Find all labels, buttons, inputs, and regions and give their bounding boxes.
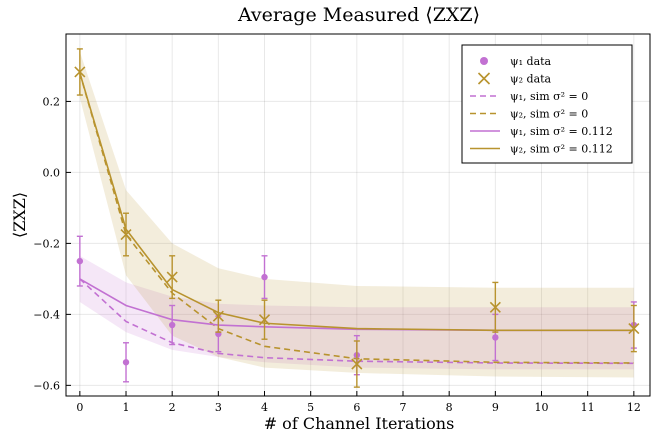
legend-label-3: ψ₂, sim σ² = 0 bbox=[510, 108, 588, 121]
sim-line-psi2-dashed bbox=[79, 72, 634, 364]
marker-x-psi2 bbox=[212, 310, 224, 322]
x-tick-label-0: 0 bbox=[76, 401, 83, 414]
x-axis-label: # of Channel Iterations bbox=[264, 414, 455, 433]
marker-x-psi2 bbox=[258, 314, 271, 326]
marker-x-psi2 bbox=[166, 271, 178, 283]
x-tick-label-11: 11 bbox=[581, 401, 595, 414]
y-tick-label-0: −0.6 bbox=[33, 379, 60, 392]
sim-lines bbox=[79, 72, 634, 365]
data-point-psi1 bbox=[76, 235, 84, 287]
data-point-psi2 bbox=[166, 255, 178, 300]
data-point-psi1 bbox=[168, 304, 176, 346]
legend-label-4: ψ₁, sim σ² = 0.112 bbox=[510, 125, 613, 138]
y-tick-label-4: 0.2 bbox=[43, 95, 61, 108]
x-tick-label-6: 6 bbox=[353, 401, 360, 414]
legend-label-2: ψ₁, sim σ² = 0 bbox=[510, 90, 588, 103]
x-tick-label-9: 9 bbox=[492, 401, 499, 414]
marker-x-psi2 bbox=[120, 228, 132, 241]
marker-x-psi2 bbox=[628, 323, 640, 335]
y-axis-ticks: −0.6 −0.4 −0.2 0.0 0.2 bbox=[33, 95, 71, 392]
marker-x-psi2 bbox=[74, 66, 86, 78]
x-tick-label-7: 7 bbox=[400, 401, 407, 414]
y-tick-label-1: −0.4 bbox=[33, 308, 60, 321]
marker-x-psi2 bbox=[351, 358, 363, 370]
marker-dot-psi1 bbox=[122, 359, 130, 366]
plot-frame bbox=[65, 33, 651, 397]
x-tick-label-5: 5 bbox=[307, 401, 314, 414]
x-tick-label-4: 4 bbox=[261, 401, 268, 414]
marker-dot-psi1 bbox=[261, 273, 268, 281]
x-tick-label-3: 3 bbox=[215, 401, 222, 414]
x-tick-label-1: 1 bbox=[123, 401, 130, 414]
data-points bbox=[74, 48, 640, 388]
legend-swatch-1 bbox=[477, 72, 491, 85]
x-tick-label-12: 12 bbox=[627, 401, 641, 414]
x-axis-ticks: 0 1 2 3 4 5 6 7 8 9 10 11 12 bbox=[76, 391, 641, 414]
legend-label-5: ψ₂, sim σ² = 0.112 bbox=[510, 143, 613, 156]
data-point-psi2 bbox=[74, 48, 86, 96]
data-point-psi2 bbox=[212, 299, 224, 333]
data-point-psi2 bbox=[628, 304, 640, 353]
legend-label-1: ψ₂ data bbox=[510, 73, 552, 86]
data-point-psi1 bbox=[261, 255, 268, 300]
data-point-psi2 bbox=[351, 340, 363, 388]
data-point-psi2 bbox=[489, 281, 501, 333]
x-tick-label-10: 10 bbox=[535, 401, 549, 414]
sim-line-psi1-dashed bbox=[79, 278, 634, 365]
y-tick-label-2: −0.2 bbox=[33, 237, 60, 250]
data-point-psi1 bbox=[122, 342, 130, 383]
x-tick-label-8: 8 bbox=[446, 401, 453, 414]
marker-dot-psi1 bbox=[492, 334, 499, 341]
y-tick-label-3: 0.0 bbox=[43, 166, 61, 179]
legend: ψ₁ data ψ₂ data ψ₁, sim σ² = 0 ψ₂, sim σ² =… bbox=[461, 44, 633, 164]
sim-line-psi2-solid bbox=[79, 72, 634, 332]
data-point-psi2 bbox=[258, 299, 271, 340]
grid-lines bbox=[66, 34, 650, 396]
x-tick-label-2: 2 bbox=[169, 401, 176, 414]
legend-swatch-0 bbox=[480, 57, 488, 65]
legend-label-0: ψ₁ data bbox=[510, 55, 552, 68]
chart-title: Average Measured ⟨ZXZ⟩ bbox=[237, 4, 480, 26]
marker-dot-psi1 bbox=[76, 257, 84, 265]
y-axis-label: ⟨ZXZ⟩ bbox=[10, 192, 29, 238]
marker-x-psi2 bbox=[489, 301, 501, 313]
marker-dot-psi1 bbox=[168, 321, 176, 329]
data-point-psi2 bbox=[120, 212, 132, 257]
legend-box bbox=[461, 44, 633, 164]
